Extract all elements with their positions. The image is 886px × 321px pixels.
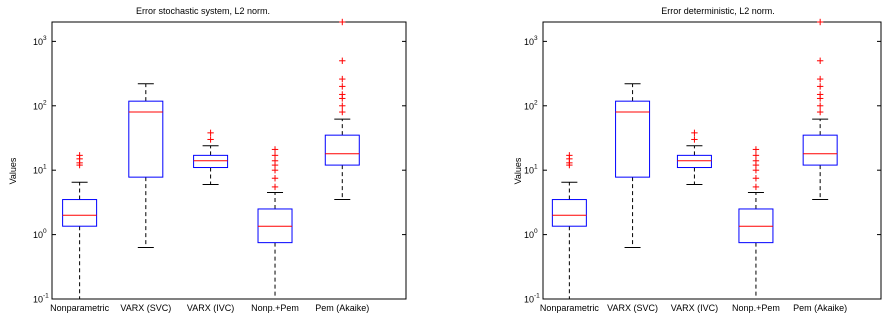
x-tick-label: Pem (Akaike): [793, 303, 847, 313]
boxes: [551, 18, 838, 300]
outlier-marker: [271, 157, 279, 164]
plot-area: [542, 21, 882, 300]
outlier-marker: [207, 129, 214, 137]
outlier-marker: [339, 83, 346, 90]
outlier-marker: [271, 146, 279, 153]
outlier-marker: [339, 91, 346, 98]
outlier-marker: [752, 152, 760, 159]
chart-title: Error stochastic system, L2 norm.: [136, 6, 270, 16]
box-iqr: [676, 154, 712, 169]
box-group: [676, 129, 712, 185]
box-iqr: [193, 154, 229, 169]
box-group: [193, 129, 229, 185]
x-tick-labels: Nonparametric VARX (SVC) VARX (IVC) Nonp.+P…: [540, 303, 847, 313]
x-tick-label: Pem (Akaike): [315, 303, 369, 313]
y-tick-label: 10: [33, 230, 43, 240]
y-tick-label-exponent: 0: [43, 228, 47, 235]
y-tick-label-exponent: 0: [534, 228, 538, 235]
plot-area: [51, 21, 407, 300]
outlier-marker: [691, 129, 698, 137]
chart-panel-deterministic: Error deterministic, L2 norm. Values 10-…: [513, 6, 882, 313]
y-tick-label-exponent: 1: [43, 164, 47, 171]
y-tick-label: 10: [33, 101, 43, 111]
outlier-marker: [339, 102, 346, 109]
outlier-marker: [271, 152, 279, 159]
box-group: [551, 152, 587, 300]
y-axis-label: Values: [513, 157, 523, 184]
x-tick-label: VARX (SVC): [120, 303, 171, 313]
y-tick-label: 10: [524, 101, 534, 111]
y-tick-label: 10: [524, 295, 534, 305]
x-tick-label: Nonparametric: [50, 303, 110, 313]
outlier-marker: [339, 57, 346, 64]
outlier-marker: [816, 108, 824, 116]
outlier-marker: [816, 102, 824, 109]
box-iqr: [62, 199, 98, 227]
outlier-marker: [816, 83, 824, 90]
box-group: [615, 83, 651, 249]
box-group: [62, 152, 98, 300]
box-iqr: [802, 134, 838, 166]
outlier-marker: [271, 175, 279, 182]
x-tick-label: Nonparametric: [540, 303, 600, 313]
box-iqr: [615, 100, 651, 178]
box-group: [802, 18, 838, 201]
x-tick-label: VARX (SVC): [607, 303, 658, 313]
box-group: [257, 146, 293, 300]
outlier-marker: [816, 91, 824, 98]
outlier-marker: [271, 183, 279, 191]
x-tick-label: Nonp.+Pem: [732, 303, 780, 313]
outlier-marker: [816, 57, 824, 64]
outlier-marker: [339, 75, 346, 83]
outlier-marker: [207, 136, 214, 143]
x-tick-labels: Nonparametric VARX (SVC) VARX (IVC) Nonp.+P…: [50, 303, 369, 313]
y-tick-label-exponent: 1: [534, 164, 538, 171]
chart-panel-stochastic: Error stochastic system, L2 norm. Values…: [8, 6, 407, 313]
outlier-marker: [752, 175, 760, 182]
box-iqr: [324, 134, 360, 166]
y-tick-label-exponent: 3: [534, 35, 538, 42]
outlier-marker: [752, 146, 760, 153]
y-tick-label: 10: [524, 230, 534, 240]
y-tick-label: 10: [33, 295, 43, 305]
box-iqr: [551, 199, 587, 227]
y-tick-label: 10: [33, 37, 43, 47]
x-tick-label: Nonp.+Pem: [251, 303, 299, 313]
y-tick-label-exponent: -1: [534, 293, 540, 300]
outlier-marker: [752, 157, 760, 164]
box-group: [324, 18, 360, 201]
outlier-marker: [566, 152, 573, 159]
y-tick-label-exponent: -1: [43, 293, 49, 300]
y-tick-label-exponent: 3: [43, 35, 47, 42]
box-group: [738, 146, 774, 300]
y-axis-label: Values: [8, 157, 18, 184]
x-tick-label: VARX (IVC): [671, 303, 718, 313]
x-tick-label: VARX (IVC): [187, 303, 234, 313]
y-tick-label: 10: [524, 37, 534, 47]
outlier-marker: [339, 108, 346, 116]
outlier-marker: [339, 18, 346, 26]
chart-title: Error deterministic, L2 norm.: [661, 6, 775, 16]
outlier-marker: [76, 152, 83, 159]
y-tick-label-exponent: 2: [43, 99, 47, 106]
box-group: [128, 83, 164, 249]
outlier-marker: [816, 75, 824, 83]
y-tick-label: 10: [33, 166, 43, 176]
outlier-marker: [752, 183, 760, 191]
boxes: [62, 18, 360, 300]
y-tick-label-exponent: 2: [534, 99, 538, 106]
outlier-marker: [816, 18, 824, 26]
box-iqr: [128, 100, 164, 178]
y-tick-label: 10: [524, 166, 534, 176]
outlier-marker: [691, 136, 698, 143]
